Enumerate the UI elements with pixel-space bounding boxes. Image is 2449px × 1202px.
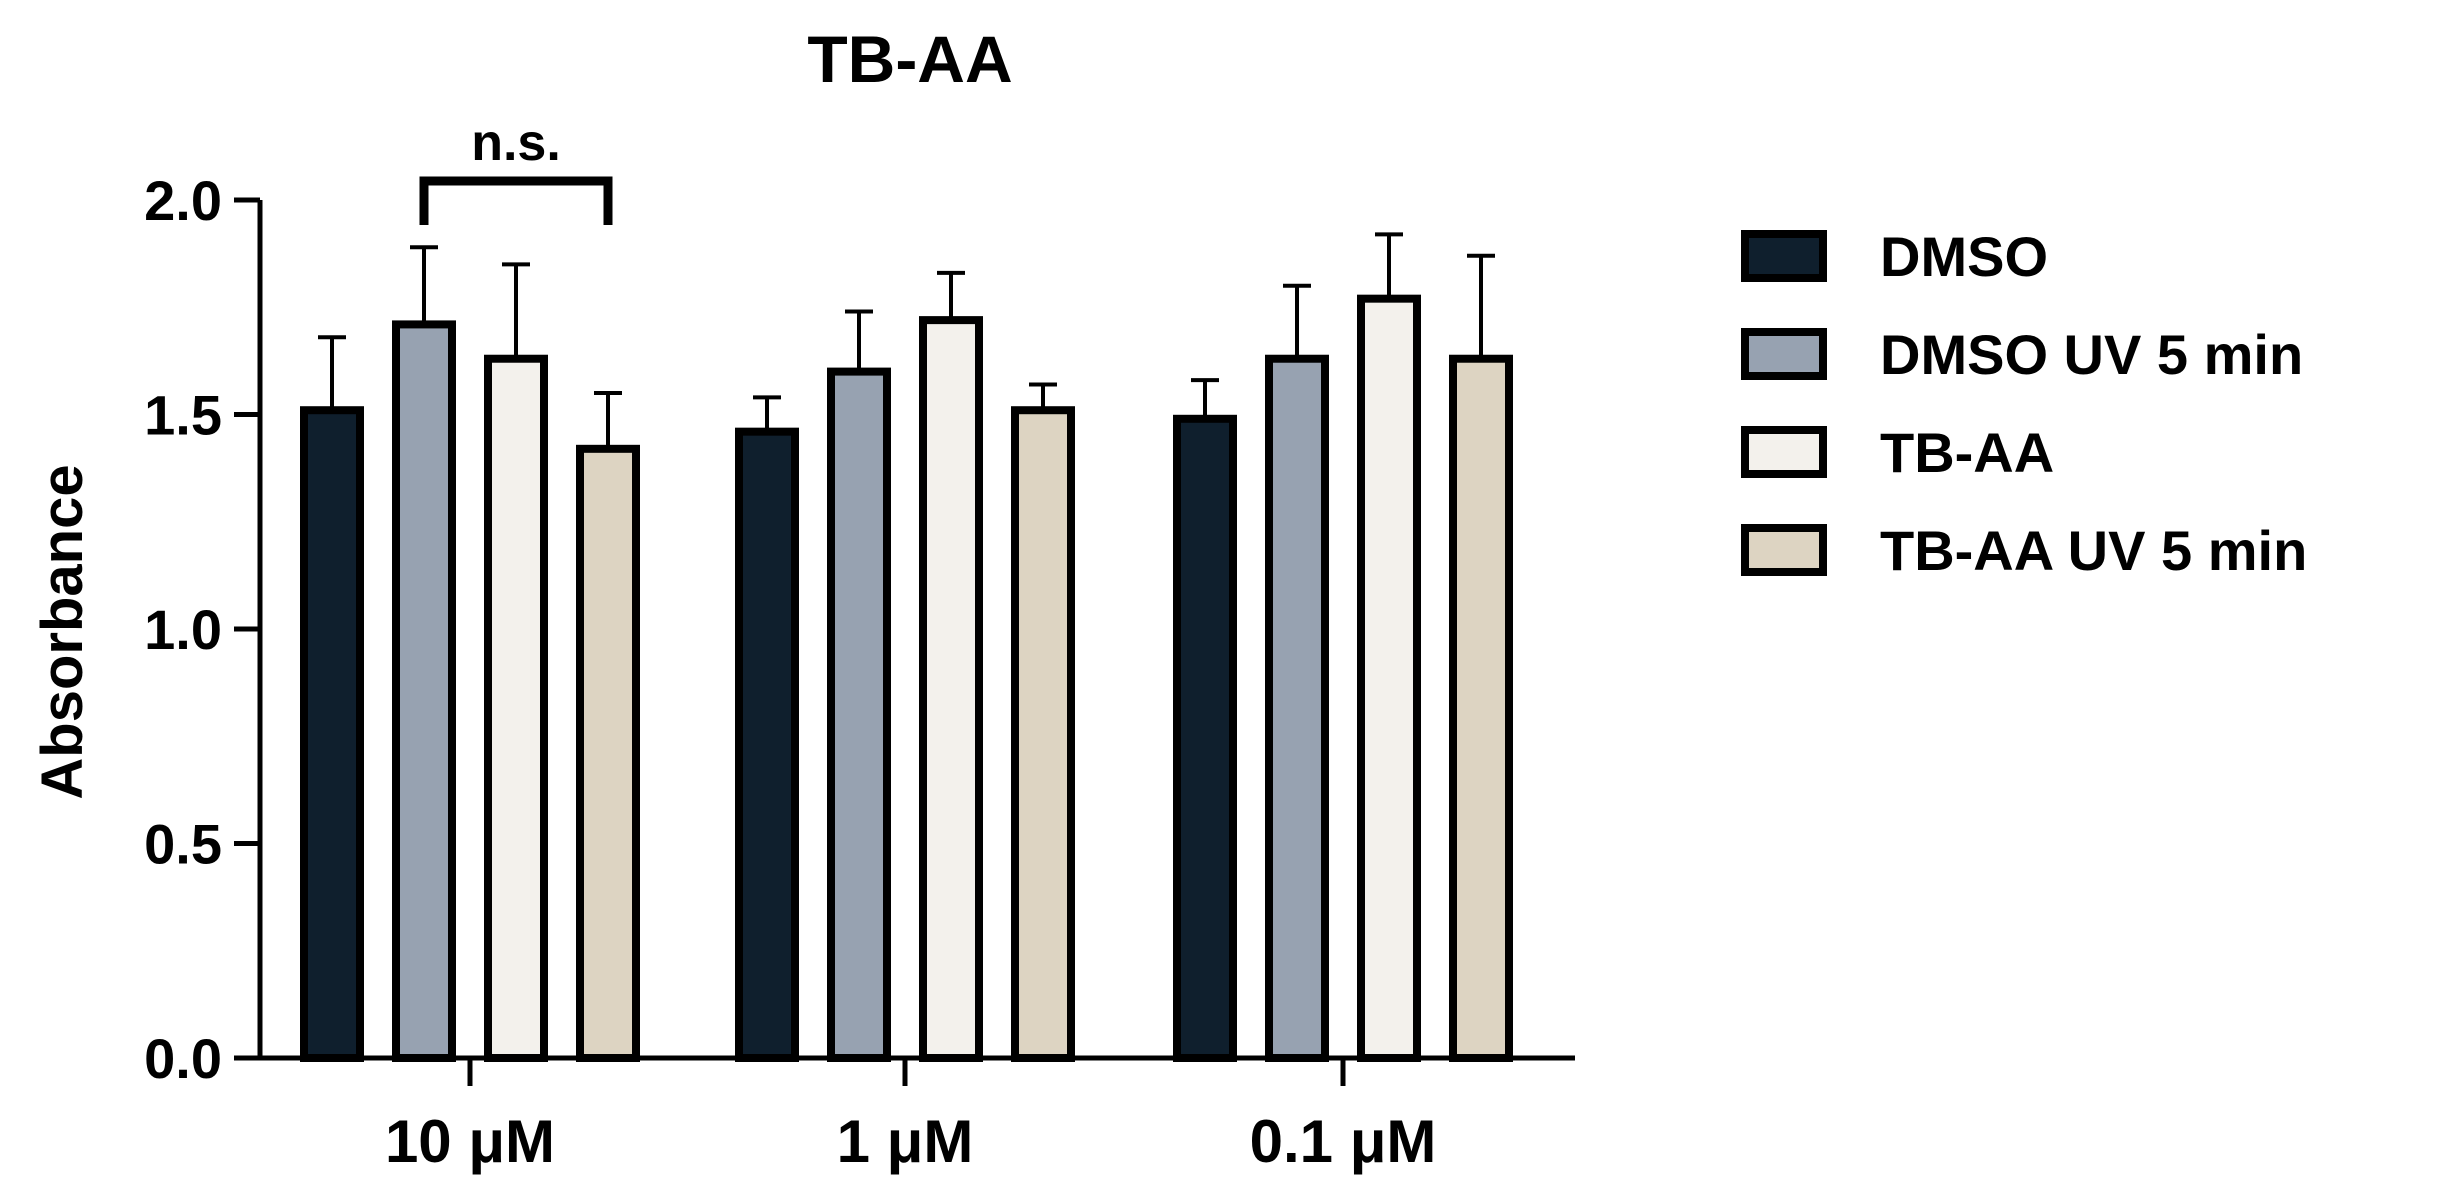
- y-axis-label: Absorbance: [30, 464, 95, 799]
- bar: [1173, 414, 1237, 1063]
- y-tick-label: 1.0: [144, 598, 222, 661]
- legend-label: TB-AA: [1880, 421, 2054, 484]
- bar: [1449, 354, 1513, 1063]
- bar: [827, 367, 891, 1063]
- bar: [576, 444, 640, 1062]
- y-tick-label: 0.0: [144, 1027, 222, 1090]
- bar: [484, 354, 548, 1063]
- axes: 0.0 0.5 1.0 1.5 2.0 10 μM 1 μM 0.1 μM: [144, 169, 1575, 1175]
- legend-swatch: [1741, 426, 1827, 478]
- legend-label: TB-AA UV 5 min: [1880, 519, 2307, 582]
- chart-title: TB-AA: [807, 22, 1012, 96]
- y-tick-label: 2.0: [144, 169, 222, 232]
- bar: [392, 320, 456, 1063]
- legend-label: DMSO UV 5 min: [1880, 323, 2303, 386]
- x-tick-label: 10 μM: [385, 1108, 555, 1175]
- x-tick-label: 0.1 μM: [1250, 1108, 1437, 1175]
- bar: [1011, 406, 1075, 1062]
- significance-bracket: [419, 176, 613, 225]
- legend-label: DMSO: [1880, 225, 2048, 288]
- bar: [300, 406, 364, 1062]
- bars-group: [300, 232, 1513, 1063]
- bar: [735, 427, 799, 1063]
- legend-swatch: [1741, 328, 1827, 380]
- legend: DMSO DMSO UV 5 min TB-AA TB-AA UV 5 min: [1741, 225, 2307, 582]
- legend-swatch: [1741, 524, 1827, 576]
- legend-swatch: [1741, 230, 1827, 282]
- y-tick-label: 0.5: [144, 813, 222, 876]
- y-tick-label: 1.5: [144, 384, 222, 447]
- bar: [1357, 294, 1421, 1063]
- bar: [1265, 354, 1329, 1063]
- x-tick-label: 1 μM: [837, 1108, 974, 1175]
- bar: [919, 316, 983, 1062]
- significance-label: n.s.: [471, 114, 561, 172]
- annotations-group: n.s.: [419, 114, 613, 225]
